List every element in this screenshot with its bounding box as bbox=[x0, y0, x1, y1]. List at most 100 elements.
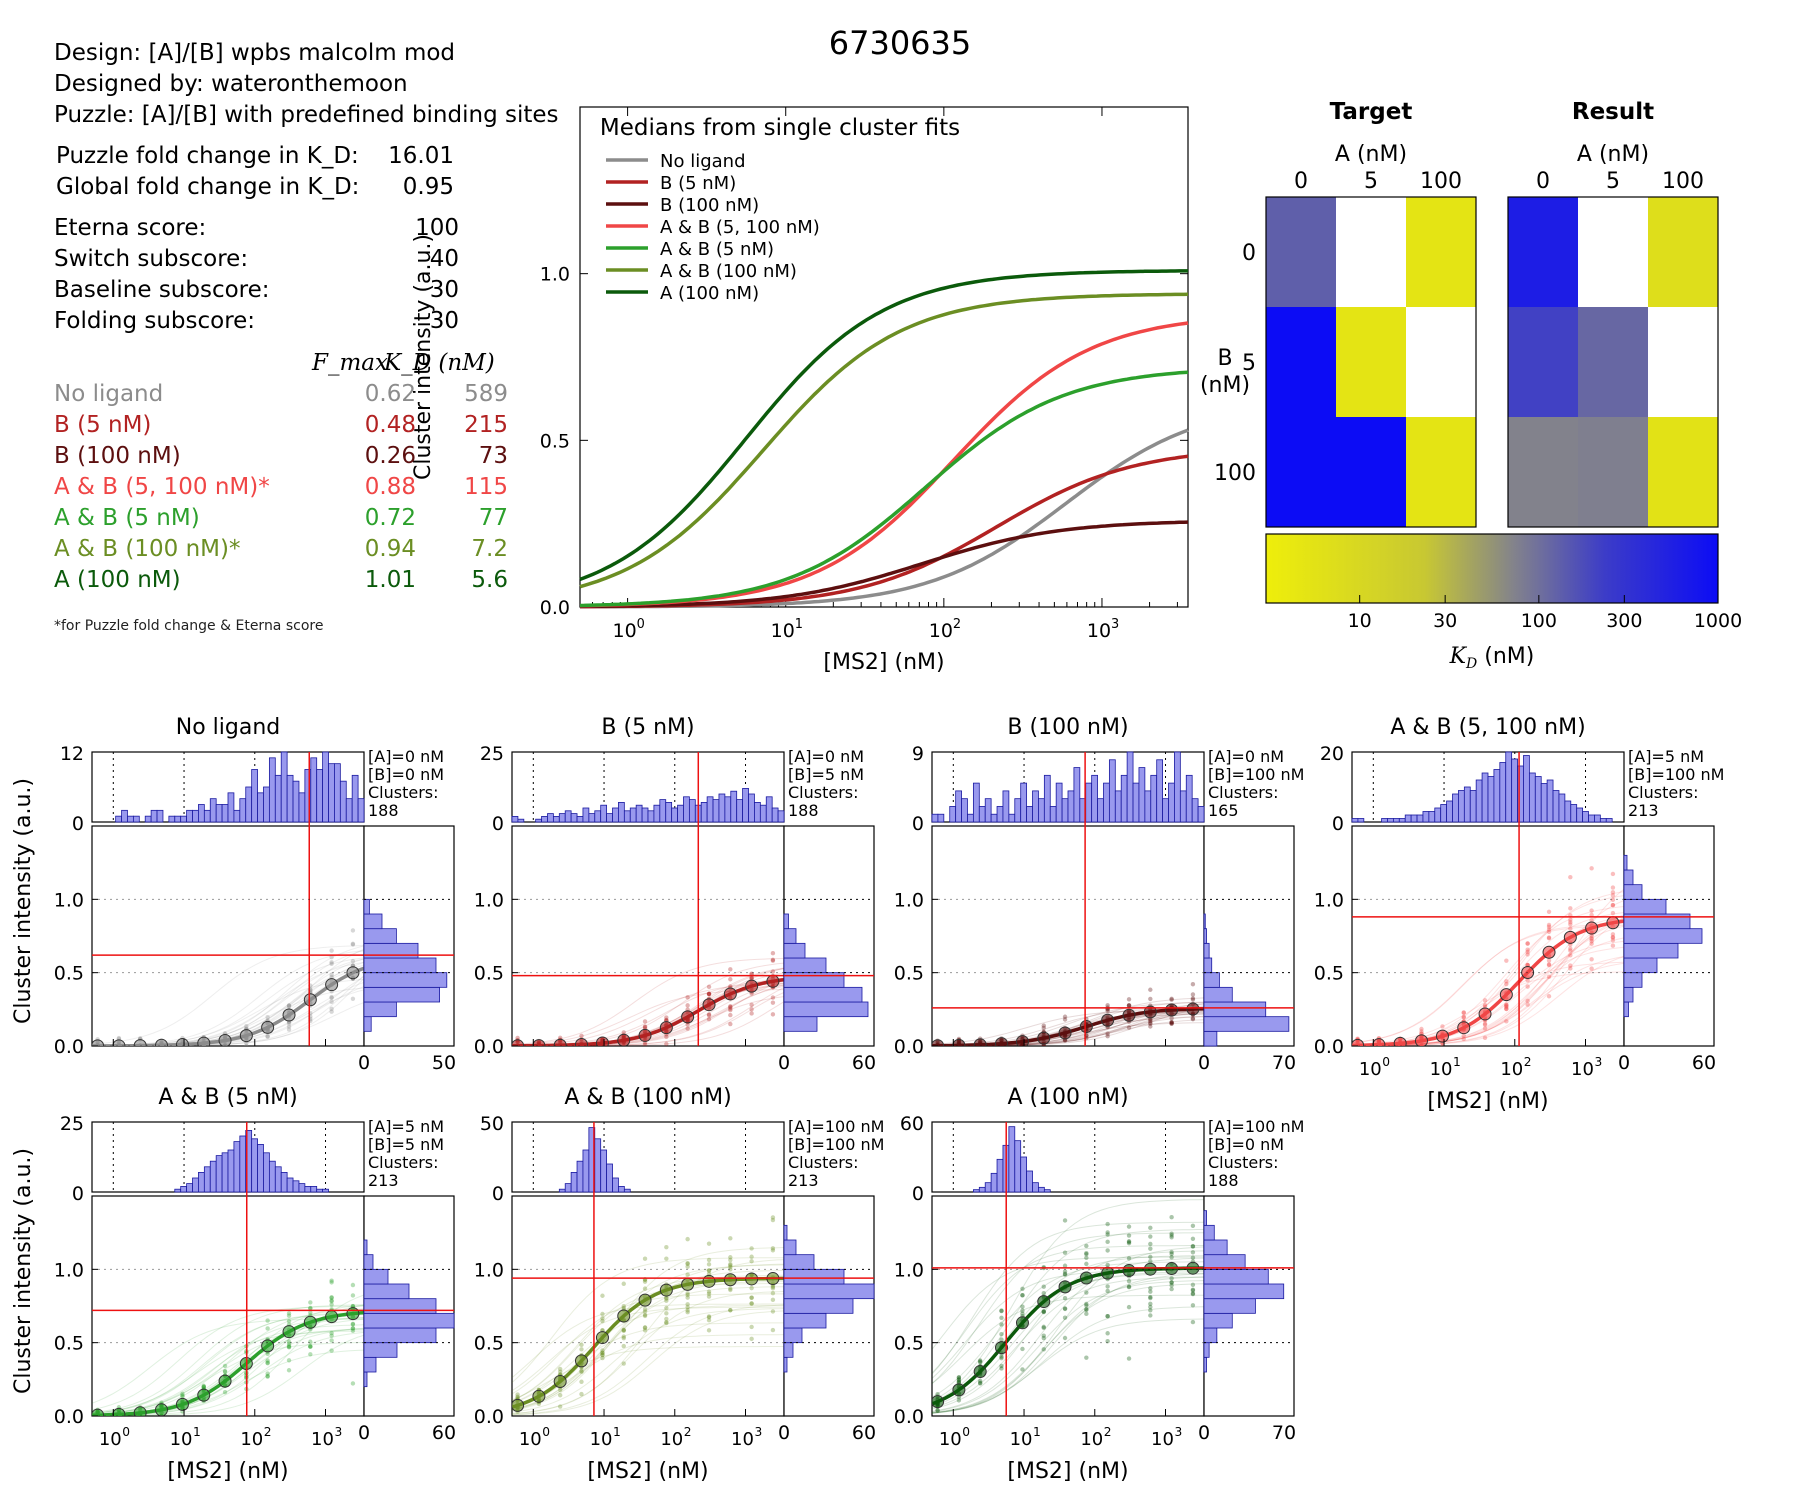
scatter-y-tick-label: 0.5 bbox=[894, 1333, 924, 1355]
cluster-point bbox=[1148, 1017, 1153, 1022]
top-histogram-bar bbox=[558, 813, 566, 823]
top-histogram-bar bbox=[730, 790, 738, 823]
top-histogram-bar bbox=[280, 751, 288, 823]
side-histogram-bar bbox=[783, 913, 789, 930]
top-histogram-bar bbox=[552, 816, 560, 823]
cluster-point bbox=[1062, 1263, 1068, 1268]
top-histogram-frame bbox=[511, 1121, 785, 1193]
cluster-fit-line bbox=[932, 1283, 1204, 1414]
scatter-content bbox=[1352, 866, 1624, 1046]
cluster-point bbox=[1169, 1231, 1174, 1236]
scatter-x-tick-label: 10 3 bbox=[1571, 1055, 1602, 1080]
side-histogram-bar bbox=[783, 1268, 845, 1285]
cluster-point bbox=[244, 1023, 249, 1029]
cluster-point bbox=[1126, 1002, 1132, 1008]
cluster-point bbox=[956, 1398, 962, 1403]
top-histogram-bar bbox=[233, 1141, 241, 1193]
cluster-point bbox=[600, 1318, 605, 1324]
side-histogram-bar bbox=[1203, 1298, 1256, 1314]
scatter-y-tick-label: 0.5 bbox=[54, 1333, 84, 1355]
cluster-point bbox=[685, 1022, 690, 1027]
main-y-axis-label: Cluster intensity (a.u.) bbox=[411, 234, 436, 480]
fit-table-row: B (5 nM) 0.48 215 bbox=[54, 410, 514, 441]
cluster-fit-line bbox=[512, 1304, 784, 1404]
cluster-point bbox=[1461, 1033, 1466, 1038]
top-histogram-bar bbox=[635, 804, 643, 823]
cluster-point bbox=[664, 1034, 669, 1040]
side-histogram-bar bbox=[783, 928, 797, 944]
main-series-line bbox=[579, 269, 1188, 582]
heatmap-col-tick: 5 bbox=[1364, 169, 1378, 194]
cluster-point bbox=[770, 1286, 776, 1291]
cluster-point bbox=[664, 1311, 669, 1316]
top-histogram-bar bbox=[1505, 751, 1513, 823]
cluster-point bbox=[1169, 997, 1174, 1002]
cluster-point bbox=[1482, 1022, 1488, 1028]
top-histogram-bar bbox=[1014, 798, 1022, 823]
cluster-point bbox=[1546, 958, 1552, 963]
median-point bbox=[1372, 1038, 1386, 1046]
top-histogram-bar bbox=[192, 809, 199, 823]
cluster-point bbox=[642, 1312, 648, 1318]
cluster-point bbox=[1568, 948, 1573, 953]
scatter-y-tick-label: 0.5 bbox=[474, 963, 504, 985]
cluster-point bbox=[685, 1026, 690, 1031]
cluster-point bbox=[1169, 1235, 1174, 1240]
scatter-x-tick-label: 10 1 bbox=[590, 1425, 621, 1450]
cluster-panel-title: A (100 nM) bbox=[1007, 1085, 1128, 1110]
cluster-fit-line bbox=[932, 1256, 1204, 1350]
side-histogram-xmax: 60 bbox=[852, 1052, 876, 1074]
top-histogram-bar bbox=[257, 792, 264, 823]
top-histogram-bar bbox=[209, 1160, 217, 1193]
side-histogram-xmax: 60 bbox=[852, 1422, 876, 1444]
scatter-x-tick-label: 10 1 bbox=[1010, 1425, 1041, 1450]
top-histogram-bar bbox=[1398, 818, 1406, 823]
side-histogram-bar bbox=[783, 942, 806, 959]
top-histogram-bar bbox=[351, 774, 359, 823]
scatter-frame bbox=[511, 825, 785, 1047]
cluster-point bbox=[350, 1328, 356, 1333]
top-histogram-bar bbox=[600, 1149, 608, 1193]
switch-subscore-label: Switch subscore: bbox=[54, 246, 249, 272]
cluster-point bbox=[664, 1320, 669, 1326]
side-histogram-bar bbox=[363, 1268, 389, 1285]
baseline-subscore-value: 30 bbox=[429, 277, 459, 303]
svg-text:3: 3 bbox=[755, 1425, 763, 1439]
top-histogram-bar bbox=[1185, 774, 1193, 823]
cluster-point bbox=[1148, 1295, 1153, 1301]
cluster-point bbox=[1148, 1308, 1153, 1313]
puzzle-fold-change-label: Puzzle fold change in K_D: bbox=[56, 143, 359, 169]
cluster-point bbox=[999, 1355, 1004, 1361]
panel-clusters-label: Clusters: bbox=[788, 783, 859, 802]
cluster-point bbox=[286, 1341, 292, 1346]
cluster-point bbox=[1546, 962, 1552, 967]
cluster-point bbox=[1190, 1255, 1196, 1260]
cluster-point bbox=[999, 1363, 1004, 1369]
svg-text:2: 2 bbox=[1524, 1055, 1532, 1069]
cluster-point bbox=[1126, 1284, 1132, 1290]
median-point bbox=[133, 1406, 147, 1416]
cluster-point bbox=[621, 1327, 626, 1333]
top-histogram-bar bbox=[777, 810, 785, 823]
top-histogram-ymin: 0 bbox=[912, 1183, 924, 1205]
side-histogram-bar bbox=[1203, 986, 1233, 1003]
cluster-point bbox=[706, 1241, 712, 1246]
cluster-point bbox=[579, 1369, 584, 1375]
side-histogram-bar bbox=[1203, 1001, 1267, 1018]
top-histogram-bar bbox=[659, 799, 667, 823]
svg-text:1: 1 bbox=[193, 1425, 201, 1439]
cluster-point bbox=[600, 1352, 605, 1358]
heatmap-cell bbox=[1578, 417, 1648, 527]
cluster-point bbox=[977, 1380, 983, 1386]
median-point bbox=[261, 1339, 275, 1353]
side-histogram-bar bbox=[1623, 884, 1643, 900]
cluster-point bbox=[1062, 1306, 1068, 1311]
side-histogram-xmax: 50 bbox=[432, 1052, 456, 1074]
cluster-point bbox=[1589, 912, 1594, 918]
cluster-point bbox=[1020, 1293, 1025, 1298]
cluster-fit-line bbox=[932, 1221, 1204, 1375]
top-histogram-bar bbox=[316, 1188, 324, 1193]
top-histogram-bar bbox=[1008, 813, 1016, 823]
heatmap-row-axis-label: B bbox=[1217, 346, 1232, 371]
